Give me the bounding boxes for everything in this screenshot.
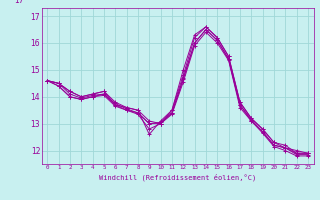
X-axis label: Windchill (Refroidissement éolien,°C): Windchill (Refroidissement éolien,°C) bbox=[99, 173, 256, 181]
Text: 17: 17 bbox=[14, 0, 24, 5]
